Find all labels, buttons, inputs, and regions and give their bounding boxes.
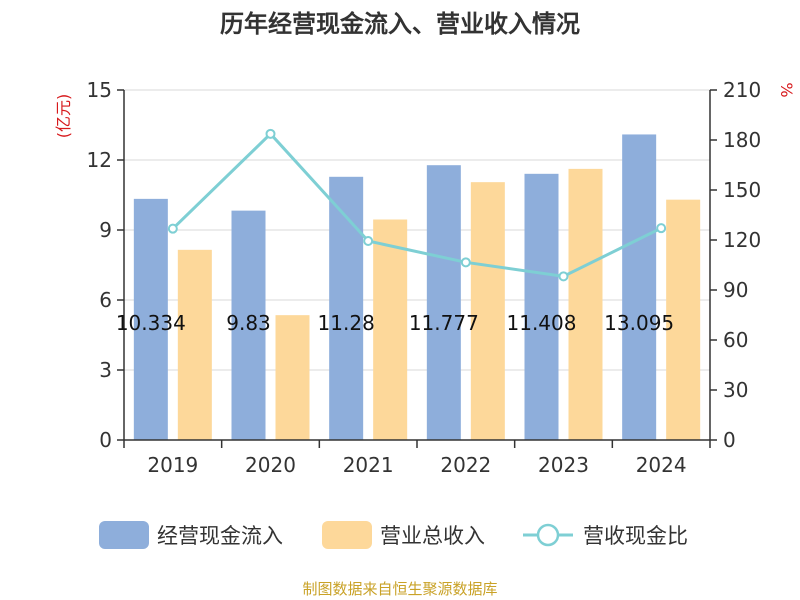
bar-revenue <box>373 219 408 440</box>
legend-marker <box>536 523 560 547</box>
legend-label: 经营现金流入 <box>157 524 283 548</box>
right-tick-label: 180 <box>723 128 761 152</box>
right-tick-label: 30 <box>723 378 748 402</box>
left-tick-label: 6 <box>99 288 112 312</box>
ratio-point <box>265 128 276 139</box>
bar-revenue <box>177 249 212 440</box>
right-tick-label: 90 <box>723 278 748 302</box>
right-tick-label: 0 <box>723 428 736 452</box>
left-tick-label: 12 <box>87 148 112 172</box>
right-tick-label: 210 <box>723 78 761 102</box>
left-tick-label: 3 <box>99 358 112 382</box>
data-label: 11.28 <box>318 311 375 335</box>
x-tick-label: 2024 <box>636 453 687 477</box>
left-tick-label: 0 <box>99 428 112 452</box>
ratio-point <box>167 223 178 234</box>
legend-label: 营收现金比 <box>583 524 688 548</box>
bar-revenue <box>275 315 310 440</box>
legend-label: 营业总收入 <box>380 524 485 548</box>
ratio-point <box>460 257 471 268</box>
bar-revenue <box>470 182 505 440</box>
right-tick-label: 60 <box>723 328 748 352</box>
bar-cash-inflow <box>622 134 657 440</box>
legend-swatch <box>99 521 149 549</box>
x-tick-label: 2019 <box>147 453 198 477</box>
ratio-point <box>558 271 569 282</box>
left-tick-label: 9 <box>99 218 112 242</box>
ratio-point <box>363 236 374 246</box>
data-label: 11.408 <box>507 311 577 335</box>
x-tick-label: 2023 <box>538 453 589 477</box>
x-tick-label: 2022 <box>440 453 491 477</box>
bar-cash-inflow <box>231 210 266 440</box>
legend-swatch <box>322 521 372 549</box>
data-label: 13.095 <box>604 311 674 335</box>
right-axis-unit: % <box>777 82 796 97</box>
bar-cash-inflow <box>426 165 461 440</box>
ratio-line <box>171 131 662 278</box>
x-tick-label: 2020 <box>245 453 296 477</box>
left-tick-label: 15 <box>87 78 112 102</box>
bar-cash-inflow <box>524 173 559 440</box>
right-tick-label: 120 <box>723 228 761 252</box>
chart-title: 历年经营现金流入、营业收入情况 <box>220 10 580 38</box>
data-label: 11.777 <box>409 311 479 335</box>
left-axis-unit: (亿元) <box>54 94 73 139</box>
data-label: 10.334 <box>116 311 186 335</box>
bar-revenue <box>568 168 603 440</box>
ratio-point <box>656 223 667 234</box>
x-tick-label: 2021 <box>343 453 394 477</box>
data-source-note: 制图数据来自恒生聚源数据库 <box>302 580 498 598</box>
right-tick-label: 150 <box>723 178 761 202</box>
bar-cash-inflow <box>329 176 364 441</box>
bar-cash-inflow <box>133 198 168 440</box>
bar-revenue <box>666 199 701 440</box>
data-label: 9.83 <box>226 311 271 335</box>
